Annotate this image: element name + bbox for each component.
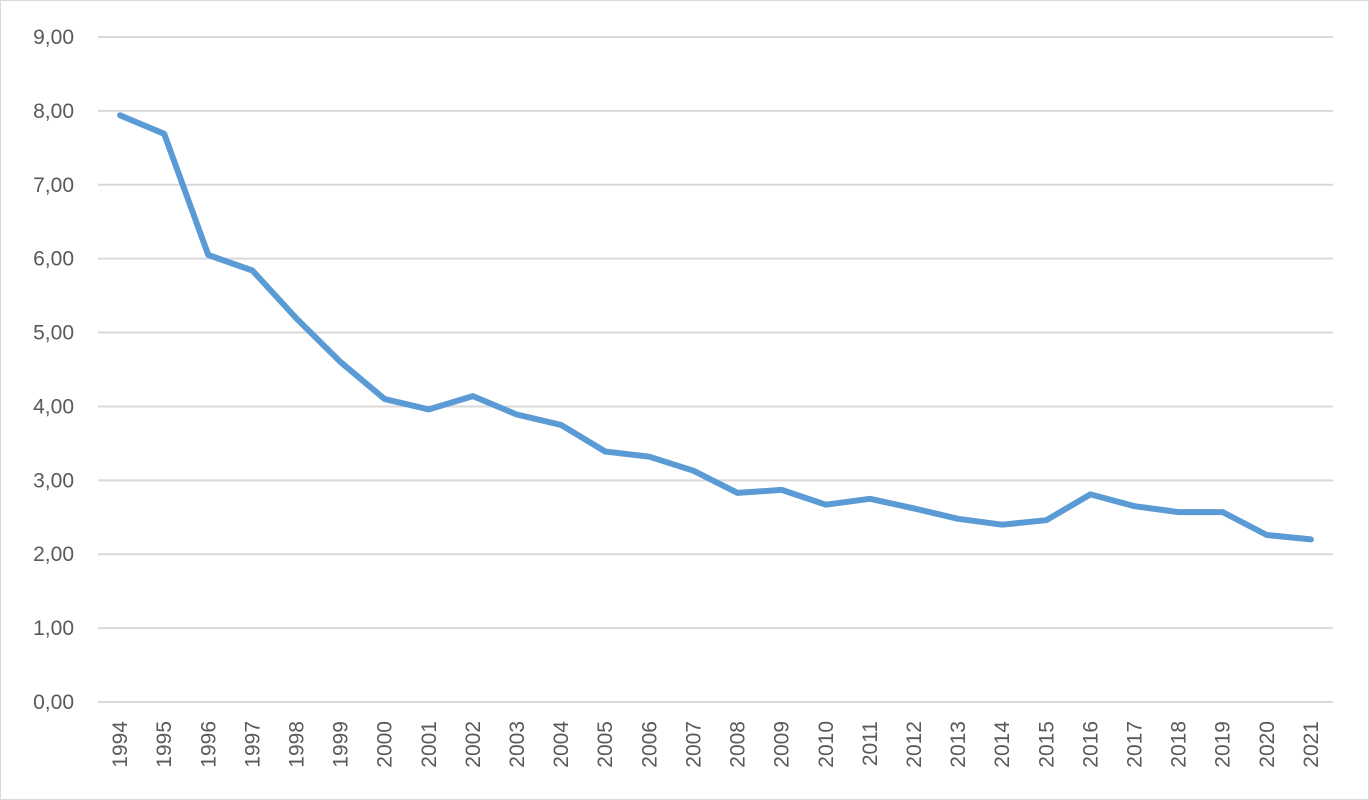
x-tick-label: 1999 <box>330 721 353 768</box>
y-tick-label: 9,00 <box>33 26 74 49</box>
x-tick-label: 2016 <box>1079 721 1102 768</box>
x-tick-label: 2020 <box>1256 721 1279 768</box>
y-tick-label: 0,00 <box>33 691 74 714</box>
x-tick-label: 2004 <box>550 721 573 768</box>
x-tick-label: 2000 <box>374 721 397 768</box>
x-tick-label: 2019 <box>1212 721 1235 768</box>
y-tick-label: 7,00 <box>33 174 74 197</box>
y-axis-labels: 0,00 1,00 2,00 3,00 4,00 5,00 6,00 7,00 8,00 9,00 <box>33 26 74 714</box>
y-tick-label: 2,00 <box>33 543 74 566</box>
x-tick-label: 2005 <box>594 721 617 768</box>
x-tick-label: 2014 <box>991 721 1014 768</box>
x-tick-label: 2011 <box>859 721 882 766</box>
y-tick-label: 8,00 <box>33 100 74 123</box>
y-tick-label: 6,00 <box>33 248 74 271</box>
x-tick-label: 1995 <box>153 721 176 768</box>
x-tick-label: 2001 <box>418 721 441 768</box>
x-tick-label: 1996 <box>197 721 220 768</box>
x-tick-label: 2010 <box>815 721 838 768</box>
x-tick-label: 2009 <box>771 721 794 768</box>
y-tick-label: 4,00 <box>33 395 74 418</box>
x-tick-label: 2002 <box>462 721 485 768</box>
x-tick-label: 2017 <box>1124 721 1147 768</box>
x-tick-label: 1998 <box>285 721 308 768</box>
y-tick-label: 1,00 <box>33 617 74 640</box>
x-tick-label: 2008 <box>727 721 750 768</box>
gridlines <box>98 36 1333 703</box>
series-line <box>117 112 1314 543</box>
x-tick-label: 2018 <box>1168 721 1191 768</box>
x-tick-label: 2006 <box>638 721 661 768</box>
y-tick-label: 5,00 <box>33 322 74 345</box>
x-tick-label: 2007 <box>682 721 705 768</box>
x-tick-label: 2013 <box>947 721 970 768</box>
series-group <box>117 112 1314 543</box>
x-tick-label: 2015 <box>1035 721 1058 768</box>
x-axis-labels: 1994 1995 1996 1997 1998 1999 2000 2001 2002 2003… <box>109 721 1323 768</box>
x-tick-label: 1994 <box>109 721 132 768</box>
x-tick-label: 2021 <box>1300 721 1323 768</box>
y-tick-label: 3,00 <box>33 469 74 492</box>
x-tick-label: 1997 <box>241 721 264 768</box>
x-tick-label: 2012 <box>903 721 926 768</box>
x-tick-label: 2003 <box>506 721 529 768</box>
